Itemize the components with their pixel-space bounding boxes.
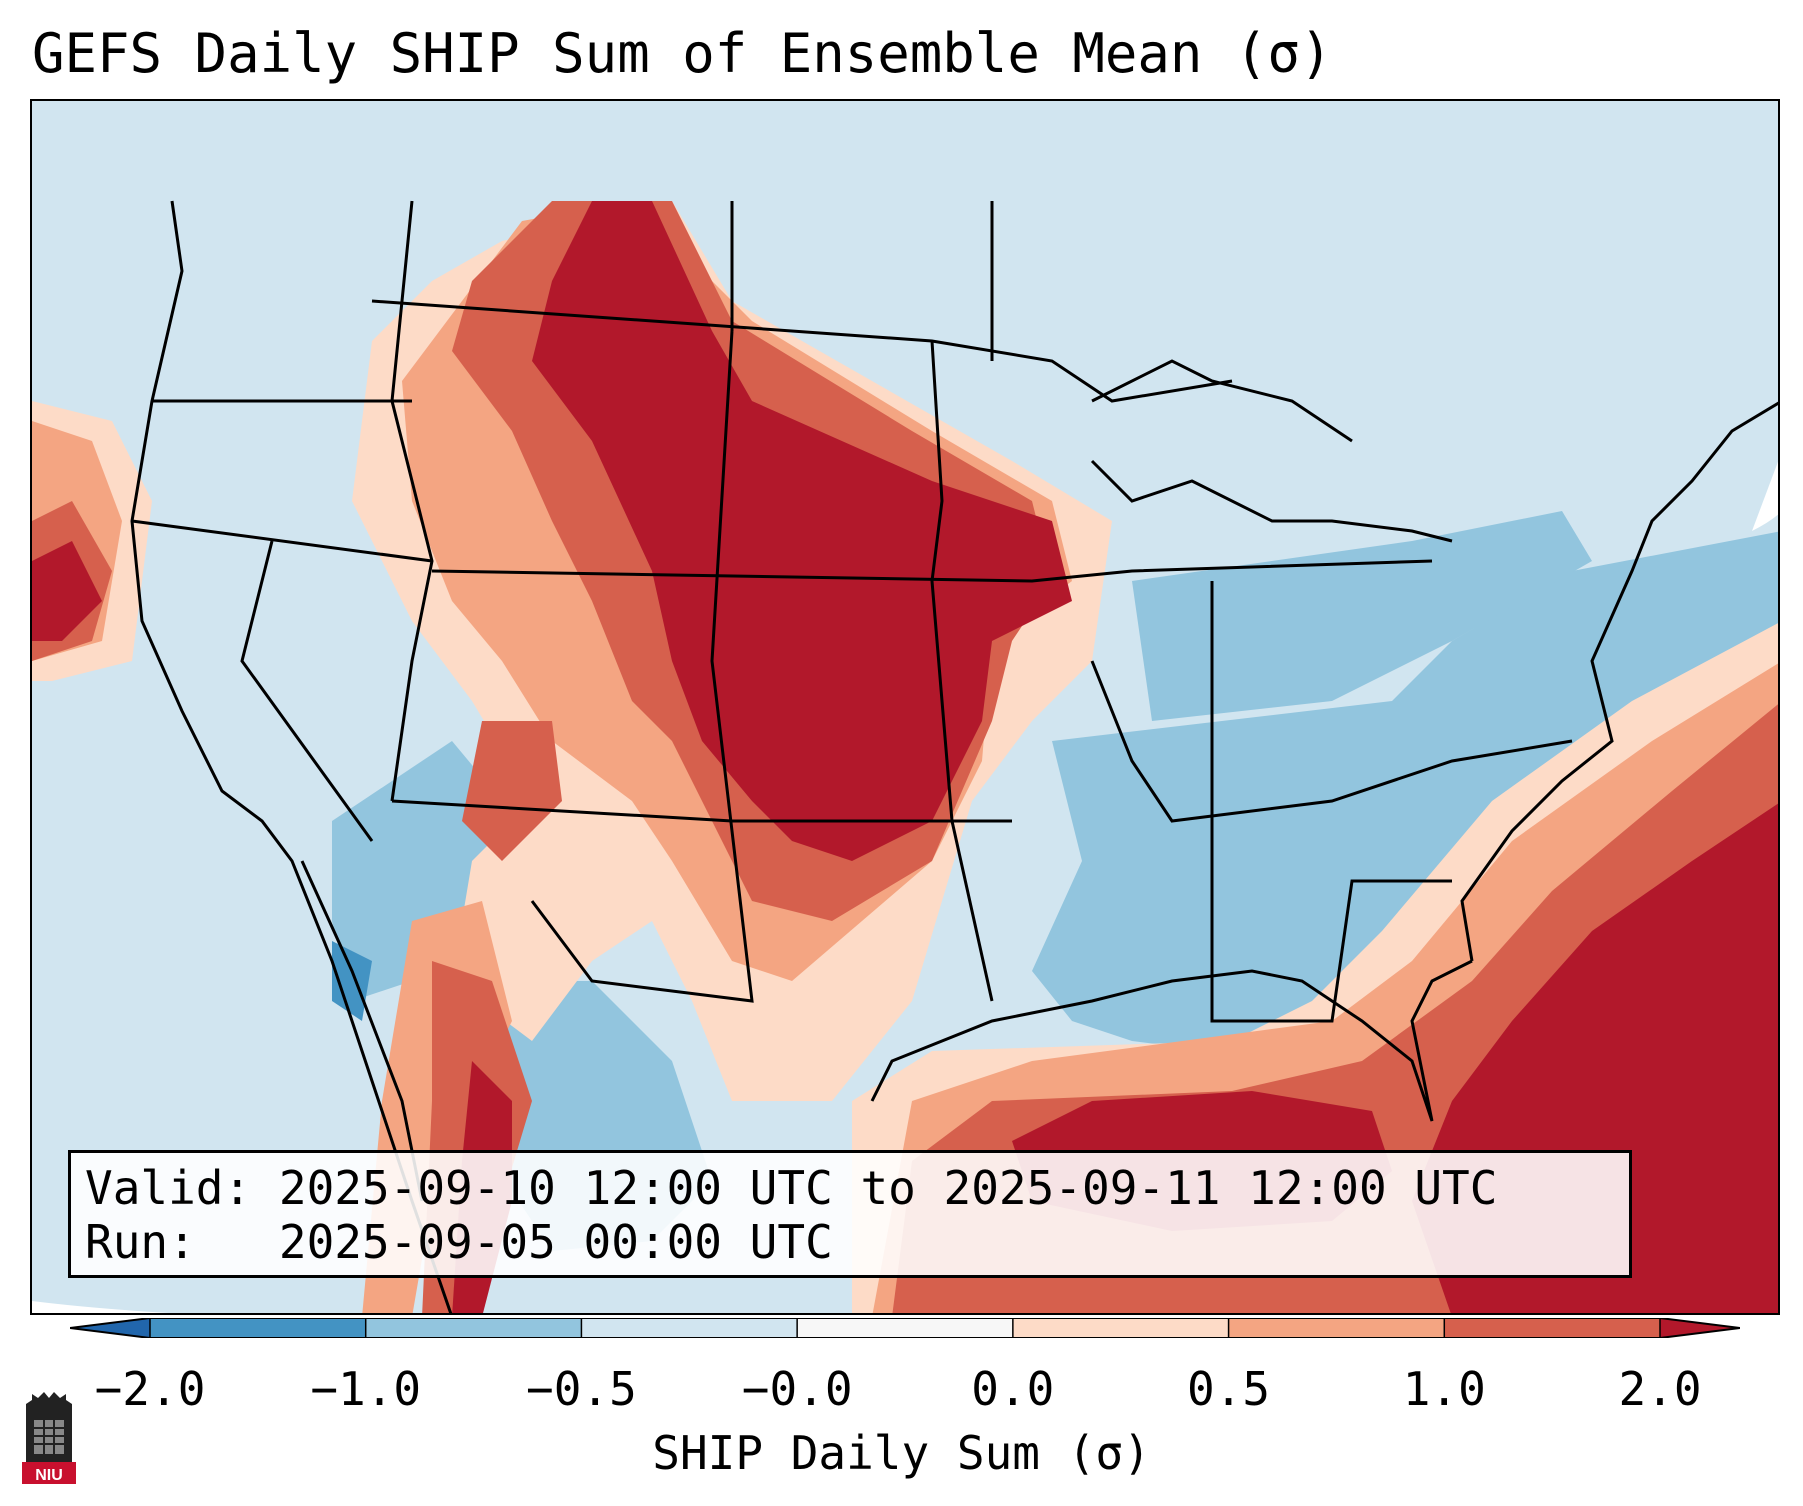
border-nv bbox=[240, 540, 374, 842]
colorbar-ticks: −2.0 −1.0 −0.5 −0.0 0.0 0.5 1.0 2.0 bbox=[0, 1362, 1803, 1422]
border-id bbox=[390, 200, 434, 802]
colorbar-label: SHIP Daily Sum (σ) bbox=[652, 1426, 1151, 1480]
niu-logo: NIU bbox=[22, 1392, 76, 1484]
map-title: GEFS Daily SHIP Sum of Ensemble Mean (σ) bbox=[32, 22, 1333, 85]
colorbar-segment bbox=[365, 1318, 582, 1338]
valid-value: 2025-09-10 12:00 UTC to 2025-09-11 12:00… bbox=[278, 1161, 1498, 1215]
colorbar-segment bbox=[581, 1318, 798, 1338]
colorbar-segment bbox=[150, 1318, 367, 1338]
colorbar-under-triangle bbox=[70, 1318, 150, 1338]
colorbar-tick-label: 1.0 bbox=[1402, 1362, 1486, 1416]
logo-banner-icon bbox=[22, 1462, 76, 1484]
colorbar-over-triangle bbox=[1660, 1318, 1740, 1338]
map-field bbox=[32, 101, 1778, 1313]
valid-label: Valid: bbox=[85, 1161, 252, 1215]
gulf-coastline bbox=[870, 959, 1473, 1122]
logo-grid-icon bbox=[34, 1420, 64, 1454]
lake-superior bbox=[1091, 359, 1353, 443]
border-or-ca bbox=[131, 519, 433, 563]
colorbar-segment bbox=[1228, 1318, 1445, 1338]
valid-row: Valid: 2025-09-10 12:00 UTC to 2025-09-1… bbox=[85, 1161, 1615, 1215]
border-40n bbox=[431, 559, 1433, 583]
colorbar-tick-label: 0.0 bbox=[971, 1362, 1055, 1416]
field-blue-ohio bbox=[1132, 511, 1592, 721]
border-tn-nc bbox=[1090, 660, 1573, 823]
field-red-utah bbox=[462, 721, 562, 861]
colorbar-tick-label: −2.0 bbox=[94, 1362, 206, 1416]
border-canada-provinces bbox=[730, 201, 994, 361]
colorbar-segment bbox=[797, 1318, 1014, 1338]
field-darkred-plains bbox=[532, 201, 1072, 861]
run-label: Run: bbox=[85, 1215, 196, 1269]
border-southeast bbox=[1210, 581, 1452, 1023]
domain-edge-ne bbox=[1752, 461, 1778, 531]
colorbar bbox=[70, 1318, 1740, 1338]
east-coastline bbox=[1460, 401, 1778, 962]
colorbar-tick-label: 0.5 bbox=[1187, 1362, 1271, 1416]
run-row: Run: 2025-09-05 00:00 UTC bbox=[85, 1215, 1615, 1269]
valid-run-box: Valid: 2025-09-10 12:00 UTC to 2025-09-1… bbox=[68, 1150, 1632, 1278]
border-nm-tx bbox=[530, 330, 754, 1003]
boundaries bbox=[130, 200, 1778, 1313]
run-value: 2025-09-05 00:00 UTC bbox=[278, 1215, 833, 1269]
colorbar-tick-label: −0.0 bbox=[741, 1362, 853, 1416]
great-lakes bbox=[1090, 459, 1453, 543]
colorbar-tick-label: −1.0 bbox=[310, 1362, 422, 1416]
logo-text: NIU bbox=[35, 1467, 63, 1484]
map-panel bbox=[30, 99, 1780, 1315]
colorbar-segment bbox=[1444, 1318, 1661, 1338]
field-darkred-pacific bbox=[32, 541, 102, 641]
colorbar-tick-label: −0.5 bbox=[526, 1362, 637, 1416]
border-canada bbox=[371, 299, 1233, 403]
colorbar-tick-label: 2.0 bbox=[1618, 1362, 1702, 1416]
colorbar-segment bbox=[1012, 1318, 1230, 1338]
border-plains bbox=[930, 340, 994, 1002]
